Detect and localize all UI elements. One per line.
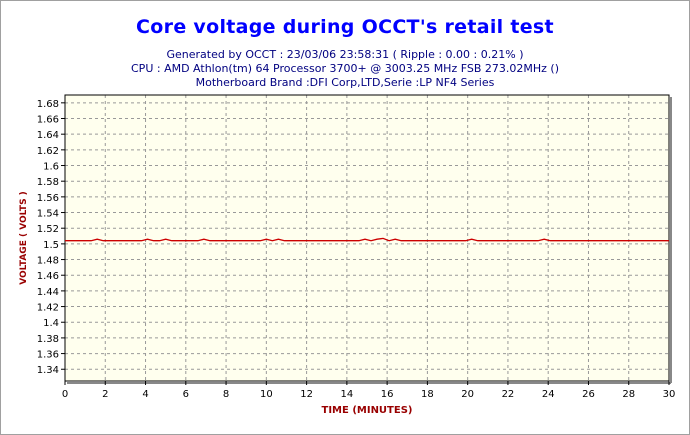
grid-lines xyxy=(65,95,669,381)
plot-border xyxy=(64,94,670,382)
y-tick-label: 1.48 xyxy=(37,256,59,267)
x-tick-label: 30 xyxy=(663,389,676,400)
x-tick-label: 24 xyxy=(542,389,555,400)
x-tick-label: 22 xyxy=(502,389,515,400)
y-tick-label: 1.34 xyxy=(37,365,59,376)
x-tick-label: 20 xyxy=(461,389,474,400)
voltage-series-line xyxy=(65,237,669,242)
y-tick-label: 1.4 xyxy=(43,318,59,329)
x-tick-label: 16 xyxy=(381,389,394,400)
x-tick-label: 14 xyxy=(340,389,353,400)
chart-subtitle-cpu: CPU : AMD Athlon(tm) 64 Processor 3700+ … xyxy=(131,62,559,75)
x-tick-label: 8 xyxy=(223,389,229,400)
y-tick-label: 1.36 xyxy=(37,350,59,361)
x-tick-label: 10 xyxy=(260,389,273,400)
x-tick-label: 0 xyxy=(62,389,68,400)
x-tick-label: 26 xyxy=(582,389,595,400)
x-tick-label: 18 xyxy=(421,389,434,400)
chart-subtitle-generated: Generated by OCCT : 23/03/06 23:58:31 ( … xyxy=(166,48,524,61)
y-tick-label: 1.42 xyxy=(37,303,59,314)
x-tick-label: 12 xyxy=(300,389,313,400)
y-tick-label: 1.64 xyxy=(37,130,59,141)
axes xyxy=(64,94,672,384)
x-tick-label: 6 xyxy=(183,389,189,400)
y-tick-label: 1.52 xyxy=(37,224,59,235)
y-tick-label: 1.38 xyxy=(37,334,59,345)
plot-area xyxy=(65,95,669,381)
x-tick-label: 4 xyxy=(142,389,148,400)
x-tick-label: 2 xyxy=(102,389,108,400)
x-axis-label: TIME (MINUTES) xyxy=(322,405,413,416)
x-axis-ticks: 0 2 4 6 8 10 12 14 16 18 20 22 24 26 28 30 xyxy=(62,381,676,400)
y-tick-label: 1.44 xyxy=(37,287,59,298)
x-tick-label: 28 xyxy=(622,389,635,400)
y-tick-label: 1.54 xyxy=(37,209,59,220)
y-tick-label: 1.68 xyxy=(37,99,59,110)
chart-title: Core voltage during OCCT's retail test xyxy=(136,16,554,38)
chart-subtitle-motherboard: Motherboard Brand :DFI Corp,LTD,Serie :L… xyxy=(195,76,495,89)
y-tick-label: 1.5 xyxy=(43,240,59,251)
y-tick-label: 1.56 xyxy=(37,193,59,204)
y-axis-label: VOLTAGE ( VOLTS ) xyxy=(19,191,29,285)
y-axis-ticks: 1.34 1.36 1.38 1.4 1.42 1.44 1.46 1.48 1.5 1.52 1.… xyxy=(37,99,65,376)
y-tick-label: 1.66 xyxy=(37,115,59,126)
y-tick-label: 1.62 xyxy=(37,146,59,157)
y-tick-label: 1.6 xyxy=(43,162,59,173)
y-tick-label: 1.58 xyxy=(37,177,59,188)
y-tick-label: 1.46 xyxy=(37,271,59,282)
